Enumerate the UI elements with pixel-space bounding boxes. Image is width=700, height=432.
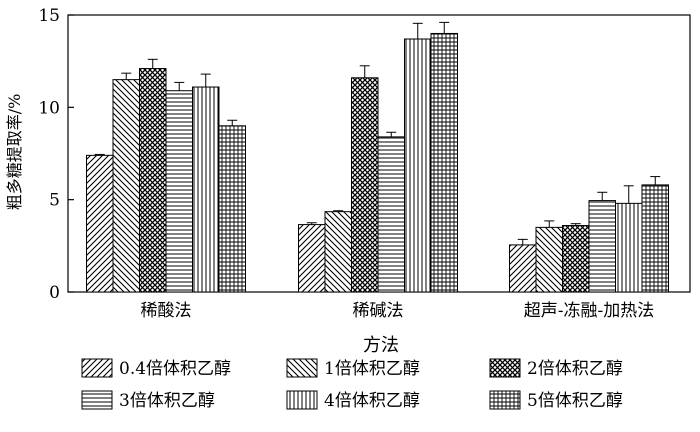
y-axis-label: 粗多糖提取率/% [5, 94, 24, 211]
y-tick-label: 15 [38, 6, 60, 26]
x-axis-label: 方法 [363, 335, 399, 356]
bar [562, 225, 590, 293]
y-tick-label: 5 [49, 191, 60, 211]
legend-swatch [489, 358, 521, 378]
legend-swatch [81, 390, 113, 410]
legend-swatch [286, 390, 318, 410]
legend-swatch [286, 358, 318, 378]
x-tick-label: 超声-冻融-加热法 [524, 301, 655, 321]
bar [615, 202, 643, 293]
legend: 0.4倍体积乙醇 1倍体积乙醇 2倍体积乙醇 3倍体积乙醇 4倍体积乙醇 5倍体积乙醇 [81, 358, 623, 411]
bar [588, 200, 616, 293]
bar [351, 77, 379, 293]
legend-label: 2倍体积乙醇 [527, 359, 623, 379]
bar [377, 136, 405, 293]
bar [298, 224, 326, 293]
legend-label: 0.4倍体积乙醇 [119, 359, 231, 379]
plot-area: 0 5 10 15 稀酸法 稀碱法 超声-冻融-加热法 [38, 6, 691, 321]
bar [165, 90, 193, 293]
bar [192, 86, 220, 293]
bar [218, 125, 246, 293]
legend-label: 3倍体积乙醇 [119, 391, 215, 411]
bar [404, 38, 432, 293]
x-tick-label: 稀碱法 [353, 301, 404, 321]
bar [86, 154, 114, 293]
y-tick-label: 0 [49, 283, 60, 303]
legend-swatch [81, 358, 113, 378]
legend-label: 5倍体积乙醇 [527, 391, 623, 411]
bar [112, 79, 140, 293]
bar [324, 211, 352, 293]
legend-swatch [489, 390, 521, 410]
legend-label: 1倍体积乙醇 [324, 359, 420, 379]
bar [509, 244, 537, 293]
bar [430, 32, 458, 293]
legend-label: 4倍体积乙醇 [324, 391, 420, 411]
bar [139, 68, 167, 293]
bar [641, 184, 669, 293]
x-tick-label: 稀酸法 [141, 301, 192, 321]
y-tick-label: 10 [38, 98, 60, 118]
bar [535, 226, 563, 293]
